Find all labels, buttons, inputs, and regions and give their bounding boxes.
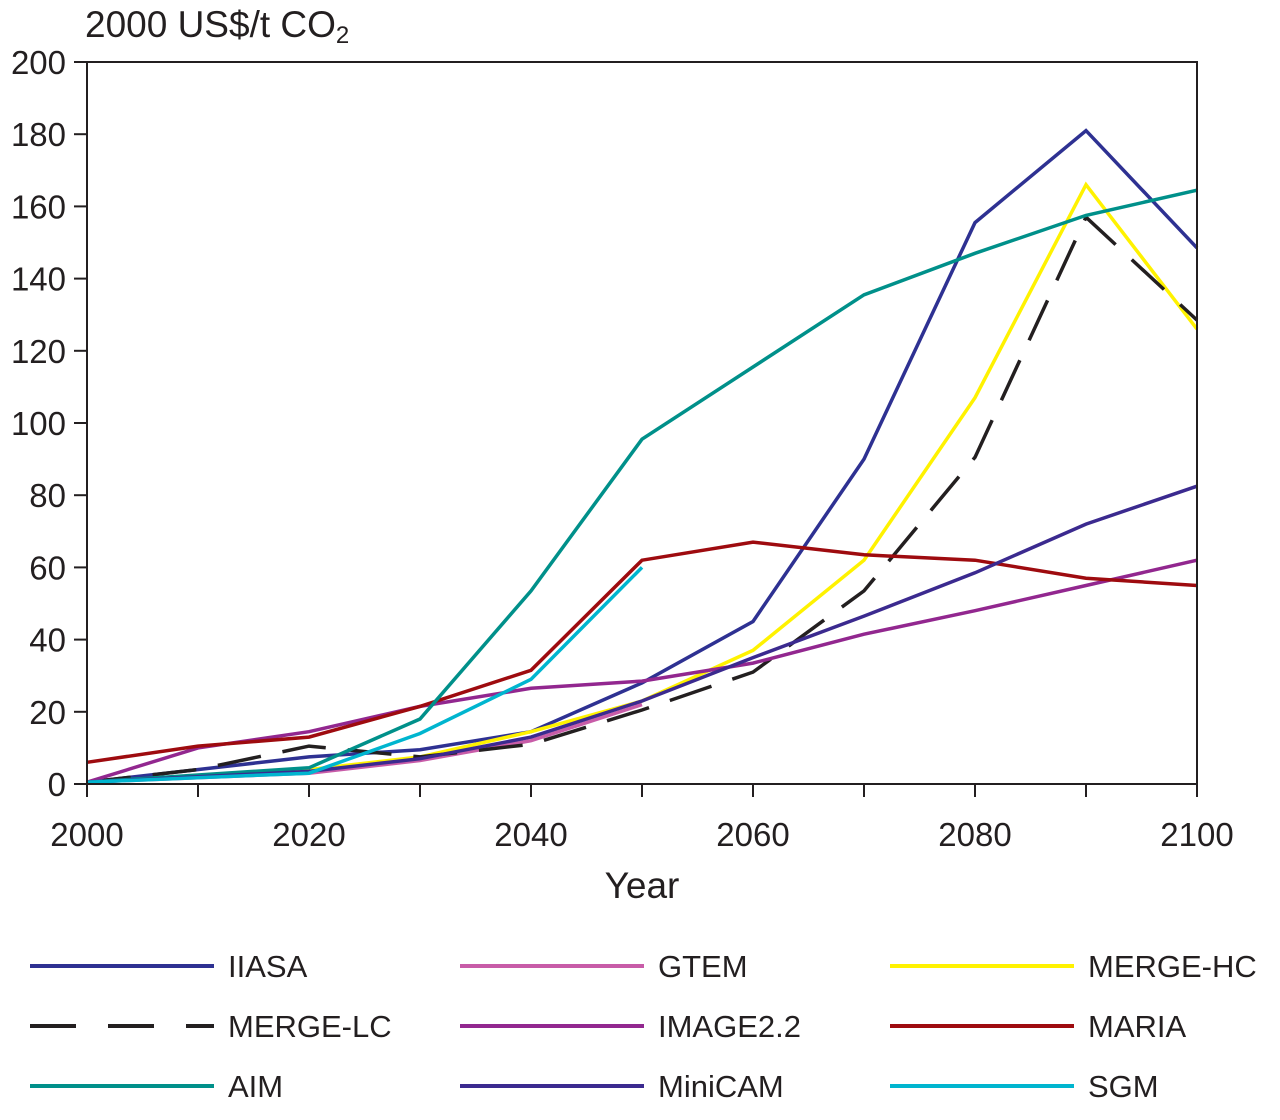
legend-swatch (30, 1024, 214, 1028)
x-tick-label: 2060 (716, 816, 789, 853)
legend-label: SGM (1088, 1069, 1159, 1104)
legend-swatch (460, 1024, 644, 1028)
legend-label: MERGE-LC (228, 1009, 392, 1044)
series-line-image2-2 (86, 558, 1198, 784)
y-tick-label: 100 (11, 405, 66, 442)
legend-swatch (30, 964, 214, 968)
series-lines (86, 128, 1199, 784)
y-tick-label: 180 (11, 116, 66, 153)
legend: IIASA GTEM MERGE-HC MERGE-LC IMAGE2.2 MARIA AI… (0, 940, 1280, 1110)
legend-label: IMAGE2.2 (658, 1009, 801, 1044)
axis-tick-labels: 2000 2020 2040 2060 2080 21000204060801001201… (11, 44, 1234, 853)
y-axis-unit-label: 2000 US$/t CO2 (85, 4, 349, 50)
legend-item-merge-lc: MERGE-LC (28, 1000, 408, 1060)
legend-swatch (890, 1024, 1074, 1028)
y-tick-label: 160 (11, 188, 66, 225)
legend-label: MiniCAM (658, 1069, 784, 1104)
legend-item-maria: MARIA (888, 1000, 1268, 1060)
line-chart: 2000 2020 2040 2060 2080 21000204060801001201… (11, 44, 1234, 906)
legend-label: AIM (228, 1069, 284, 1104)
plot-frame (86, 61, 1198, 785)
series-line-merge-hc (86, 181, 1199, 784)
legend-item-sgm: SGM (888, 1060, 1268, 1120)
series-line-minicam (86, 484, 1198, 784)
legend-item-minicam: MiniCAM (458, 1060, 838, 1120)
legend-swatch (890, 1084, 1074, 1088)
series-line-aim (86, 188, 1198, 784)
series-line-sgm (86, 566, 644, 784)
y-tick-label: 60 (29, 549, 66, 586)
legend-label: IIASA (228, 949, 308, 984)
legend-label: MERGE-HC (1088, 949, 1257, 984)
y-tick-label: 200 (11, 44, 66, 81)
legend-label: GTEM (658, 949, 748, 984)
series-line-iiasa (86, 128, 1199, 784)
legend-item-gtem: GTEM (458, 940, 838, 1000)
axis-ticks (74, 61, 1198, 797)
legend-swatch (890, 964, 1074, 968)
legend-swatch (30, 1084, 214, 1088)
y-tick-label: 140 (11, 261, 66, 298)
y-unit-text: 2000 US$/t CO (85, 4, 336, 45)
legend-item-image2-2: IMAGE2.2 (458, 1000, 838, 1060)
x-tick-label: 2000 (50, 816, 123, 853)
x-tick-label: 2100 (1160, 816, 1233, 853)
y-tick-label: 120 (11, 333, 66, 370)
x-tick-label: 2040 (494, 816, 567, 853)
legend-swatch (460, 1084, 644, 1088)
x-axis-label: Year (605, 865, 680, 906)
x-tick-label: 2020 (272, 816, 345, 853)
series-line-maria (86, 540, 1198, 765)
series-line-merge-lc (86, 214, 1199, 784)
y-tick-label: 40 (29, 622, 66, 659)
legend-item-aim: AIM (28, 1060, 408, 1120)
legend-label: MARIA (1088, 1009, 1187, 1044)
legend-item-iiasa: IIASA (28, 940, 408, 1000)
y-unit-subscript: 2 (335, 22, 350, 49)
y-tick-label: 20 (29, 694, 66, 731)
y-tick-label: 0 (48, 766, 66, 803)
legend-item-merge-hc: MERGE-HC (888, 940, 1268, 1000)
legend-swatch (460, 964, 644, 968)
y-tick-label: 80 (29, 477, 66, 514)
x-tick-label: 2080 (938, 816, 1011, 853)
